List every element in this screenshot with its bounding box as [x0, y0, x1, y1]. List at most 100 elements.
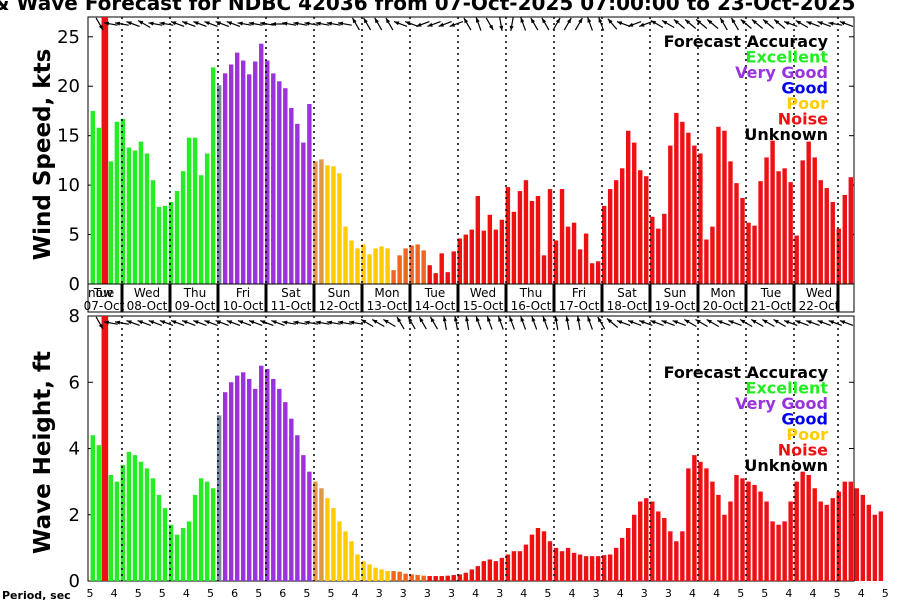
bar [349, 240, 354, 284]
bar [156, 206, 162, 284]
direction-arrow [126, 320, 140, 326]
bar [180, 528, 186, 581]
bar [415, 244, 420, 284]
direction-arrow [783, 320, 798, 326]
bar [331, 166, 336, 284]
direction-arrow [282, 21, 297, 26]
bar [138, 141, 144, 284]
direction-arrow [226, 320, 241, 326]
period-values: 54554565655433334345434334455445455456 [87, 587, 889, 600]
direction-arrow [137, 320, 151, 326]
bar [547, 189, 553, 284]
direction-arrow [684, 318, 697, 328]
bar [842, 195, 847, 284]
bar [228, 382, 234, 581]
y-tick-label: 5 [69, 225, 80, 246]
bar [788, 501, 793, 581]
period-value: 5 [834, 587, 841, 600]
direction-arrow [126, 21, 140, 27]
bar [788, 182, 793, 284]
bar [186, 521, 192, 581]
period-value: 4 [183, 587, 190, 600]
period-value: 4 [617, 587, 624, 600]
day-date: 22-Oct [799, 299, 840, 313]
y-tick-label: 8 [69, 306, 80, 327]
direction-arrow [137, 19, 151, 29]
direction-arrow [204, 320, 218, 326]
direction-arrow [259, 21, 274, 26]
period-value: 4 [785, 587, 792, 600]
legend-title: Forecast Accuracy [664, 363, 829, 382]
direction-arrow [271, 320, 285, 326]
bar [180, 171, 186, 284]
bar [626, 528, 631, 581]
now-marker-label: now [88, 286, 113, 300]
bar [325, 165, 330, 284]
bar [126, 147, 132, 284]
bar [301, 455, 306, 581]
direction-arrow [204, 21, 218, 27]
bar [96, 445, 102, 581]
period-value: 5 [207, 587, 214, 600]
bar [475, 195, 481, 284]
day-name: Sun [664, 286, 687, 300]
direction-arrow [360, 318, 374, 328]
day-date: 12-Oct [319, 299, 360, 313]
day-date: 11-Oct [271, 299, 312, 313]
bar [686, 132, 691, 284]
bar [168, 524, 174, 581]
direction-arrow [326, 320, 341, 325]
direction-arrow [170, 21, 185, 27]
chart-title: & Wave Forecast for NDBC 42036 from 07-O… [0, 0, 855, 15]
direction-arrow [315, 320, 330, 325]
bar [716, 494, 721, 581]
day-date: 09-Oct [175, 299, 216, 313]
bar [758, 181, 763, 284]
bar [210, 67, 216, 284]
direction-arrow [728, 320, 742, 326]
day-name: Tue [93, 286, 115, 300]
direction-arrow [383, 318, 396, 328]
direction-arrow [762, 318, 775, 328]
direction-arrow [795, 19, 809, 29]
day-strip [87, 283, 855, 313]
bar [168, 201, 174, 284]
bar [836, 228, 841, 284]
direction-arrow [181, 320, 196, 326]
bar [523, 180, 529, 284]
bar [866, 504, 872, 581]
legend-item-noise: Noise [778, 441, 828, 460]
bar [794, 235, 799, 284]
day-date: 18-Oct [607, 299, 648, 313]
bar [764, 157, 769, 284]
direction-arrow [148, 320, 163, 326]
direction-arrow [616, 320, 631, 326]
direction-arrow [371, 318, 385, 328]
bar [632, 142, 637, 284]
bar [361, 561, 366, 581]
period-value: 3 [448, 587, 455, 600]
bar [427, 265, 432, 284]
direction-arrow [606, 318, 619, 328]
period-value: 4 [569, 587, 576, 600]
bar [577, 249, 583, 284]
day-name: Tue [760, 286, 782, 300]
direction-arrow [762, 19, 775, 29]
bar [710, 481, 715, 581]
bar [704, 468, 709, 581]
bar [601, 555, 607, 581]
bar [108, 475, 114, 581]
period-value: 3 [593, 587, 600, 600]
bar [271, 378, 276, 581]
bar [728, 501, 733, 581]
bar [752, 225, 757, 284]
bar [800, 160, 805, 284]
bar [295, 435, 300, 581]
bar [692, 455, 697, 581]
direction-arrow [282, 320, 297, 325]
bar [595, 556, 601, 581]
bar [379, 246, 384, 284]
bar [138, 461, 144, 581]
day-name: Fri [236, 286, 250, 300]
